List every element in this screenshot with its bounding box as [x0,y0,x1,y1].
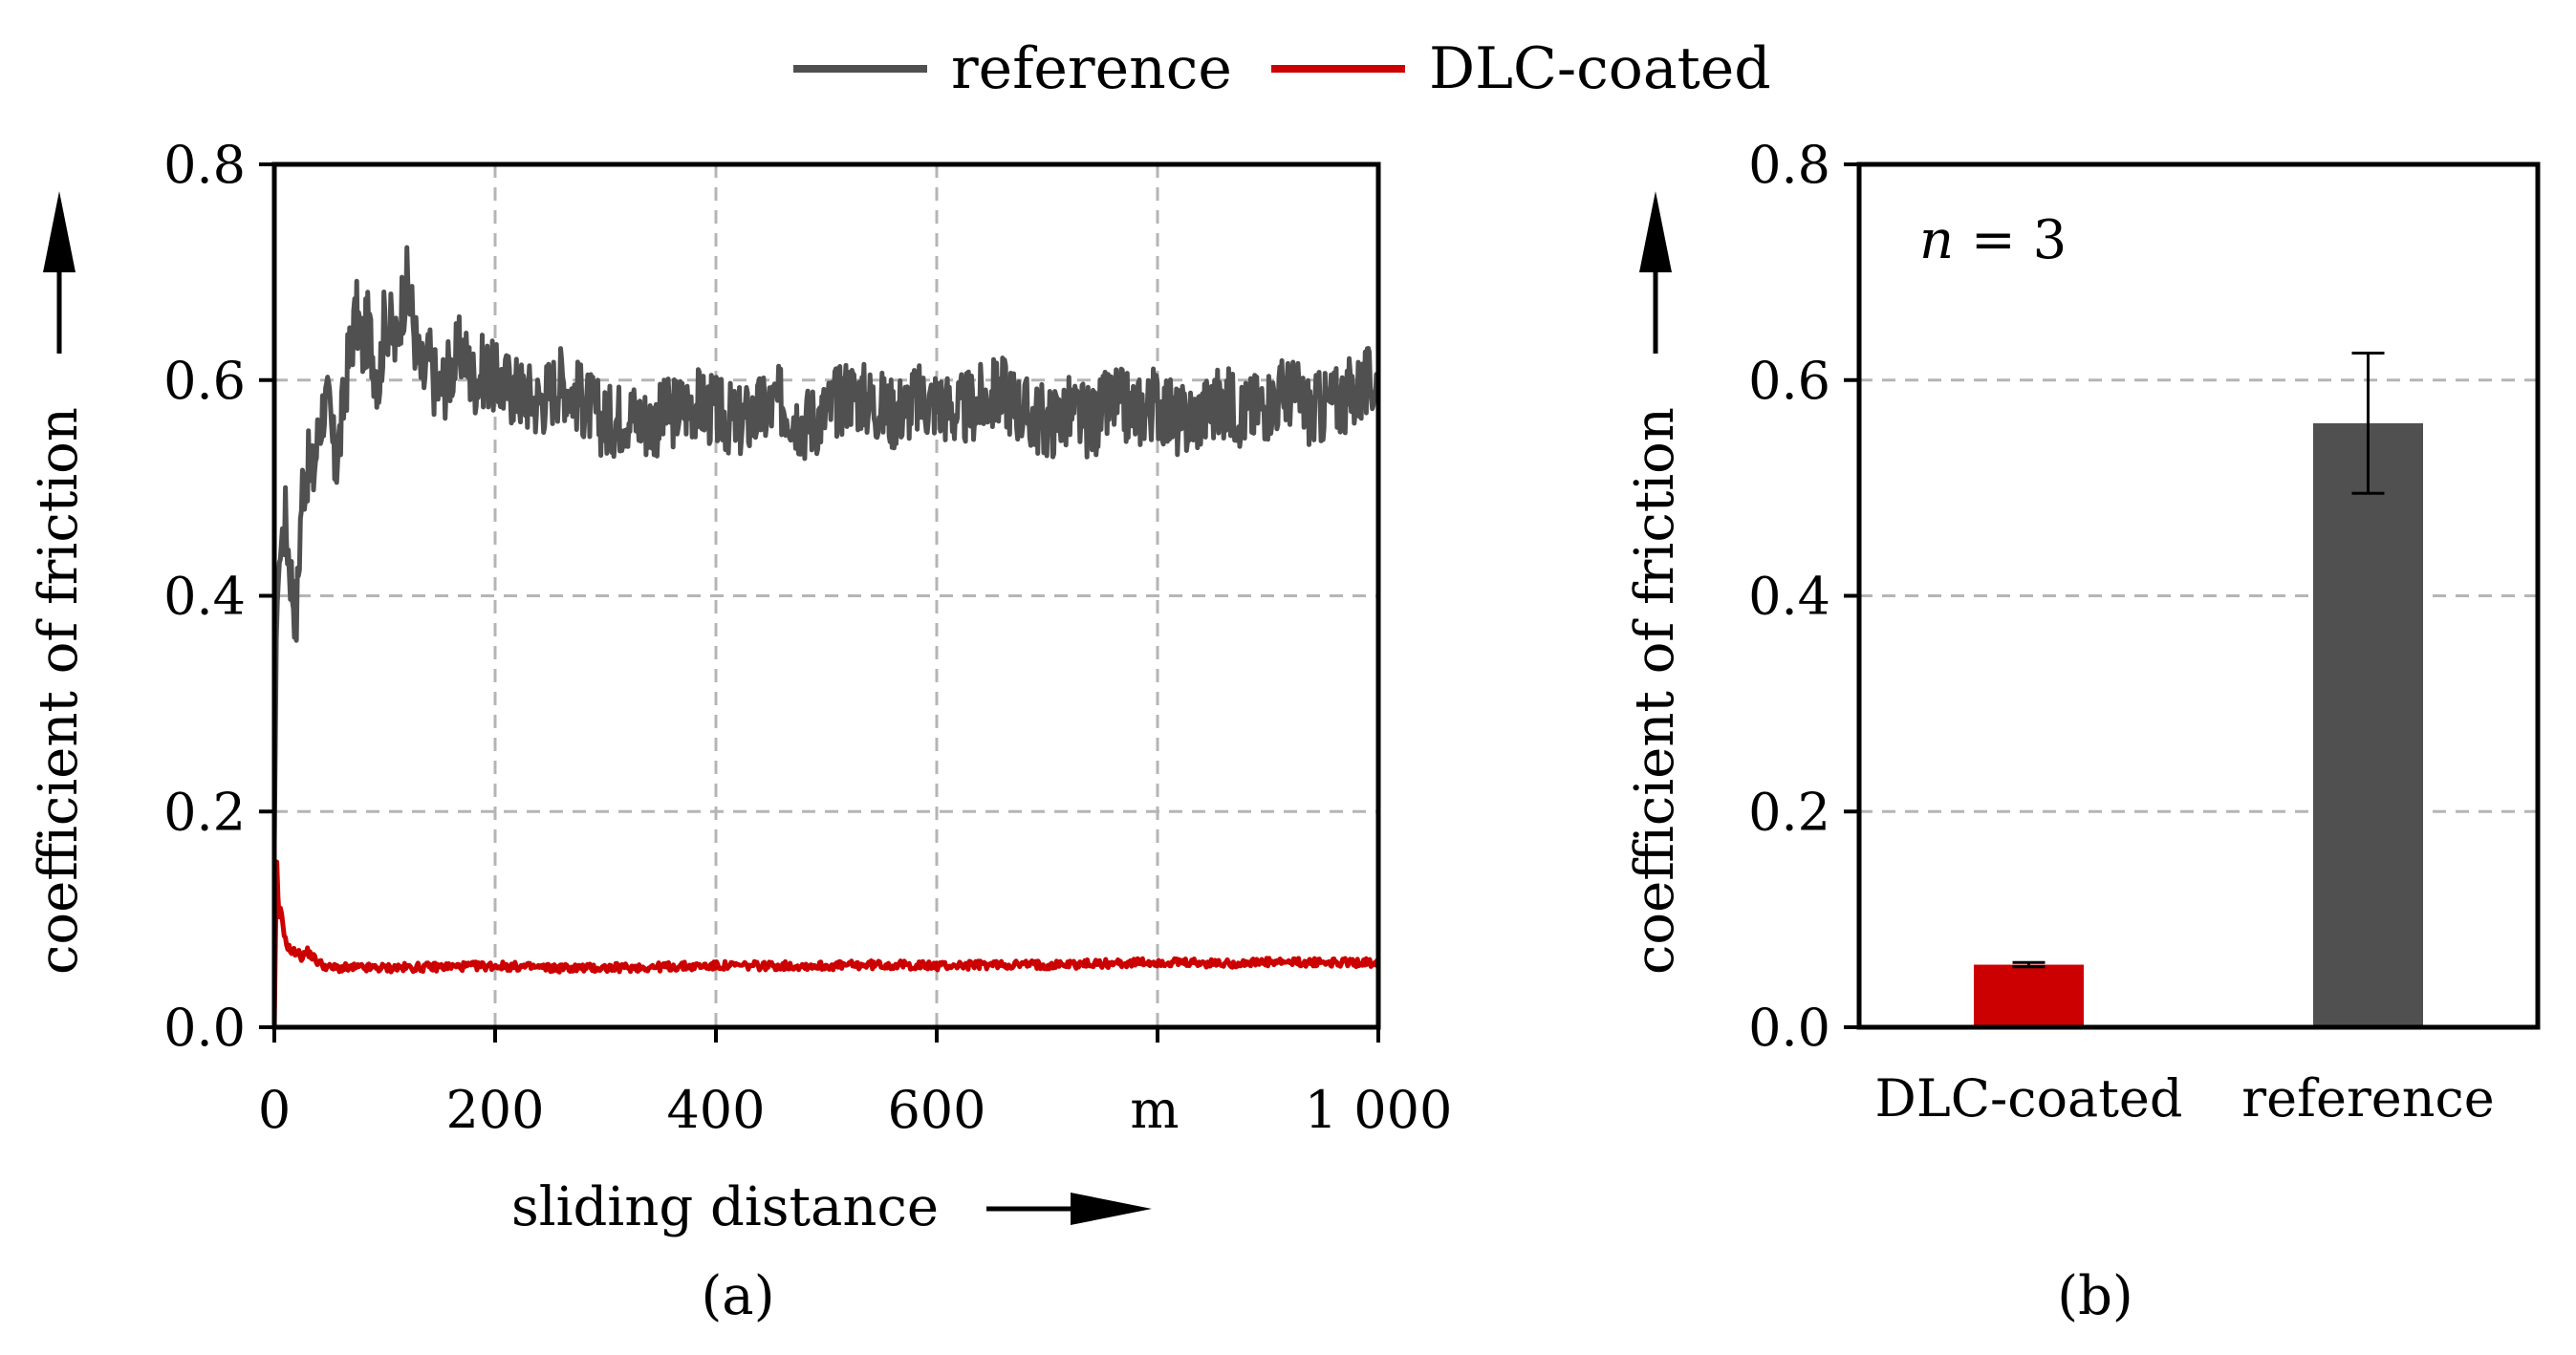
x-tick-label: 600 [887,1080,985,1140]
panel-a-xlabel: sliding distance [511,1176,939,1238]
legend-label-dlc: DLC-coated [1429,35,1771,102]
annotation-n: n [1919,209,1954,271]
y-tick-label: 0.8 [1748,135,1830,195]
panel-b-label: (b) [2057,1265,2133,1327]
bar-reference [2313,422,2423,1027]
panel-b-bars [1974,352,2423,1027]
y-tick-label: 0.4 [1748,567,1830,627]
panel-a-y-ticks: 0.0 0.2 0.4 0.6 0.8 [163,135,274,1058]
panel-b-y-arrow [1639,191,1672,354]
x-tick-label: 0 [258,1080,291,1140]
y-tick-label: 0.6 [1748,351,1830,411]
panel-a: 0.0 0.2 0.4 0.6 0.8 0 200 400 600 1 000 m slidin… [28,135,1452,1327]
panel-b-grid [1859,378,2538,813]
x-category-label: DLC-coated [1875,1068,2183,1129]
series-line-reference [271,245,1381,845]
series-line-dlc-coated [271,859,1381,1028]
x-tick-label: 1 000 [1305,1080,1453,1140]
y-tick-label: 0.2 [163,782,246,842]
y-tick-label: 0.0 [1748,998,1830,1058]
panel-a-x-ticks: 0 200 400 600 1 000 [258,1027,1452,1140]
panel-a-x-arrow [986,1193,1152,1225]
panel-a-x-unit: m [1130,1080,1179,1140]
legend-label-reference: reference [951,35,1232,102]
panel-b: 0.0 0.2 0.4 0.6 0.8 DLC-coated reference n = … [1624,135,2541,1327]
panel-b-x-ticks: DLC-coated reference [1875,1068,2495,1129]
bar-dlc-coated [1974,964,2084,1027]
y-tick-label: 0.0 [163,998,246,1058]
y-tick-label: 0.2 [1748,782,1830,842]
y-tick-label: 0.6 [163,351,246,411]
panel-a-ylabel: coefficient of friction [28,407,90,975]
panel-a-series [271,245,1381,1028]
panel-b-ylabel: coefficient of friction [1624,407,1686,975]
x-tick-label: 400 [666,1080,765,1140]
panel-a-y-arrow [43,191,76,354]
panel-a-label: (a) [701,1265,774,1327]
y-tick-label: 0.4 [163,567,246,627]
legend: reference DLC-coated [793,35,1771,102]
annotation-value: = 3 [1954,209,2067,271]
x-category-label: reference [2241,1068,2494,1129]
panel-b-y-ticks: 0.0 0.2 0.4 0.6 0.8 [1748,135,1859,1058]
x-tick-label: 200 [445,1080,544,1140]
panel-b-annotation: n = 3 [1919,209,2067,271]
panel-a-grid [274,164,1378,1027]
y-tick-label: 0.8 [163,135,246,195]
